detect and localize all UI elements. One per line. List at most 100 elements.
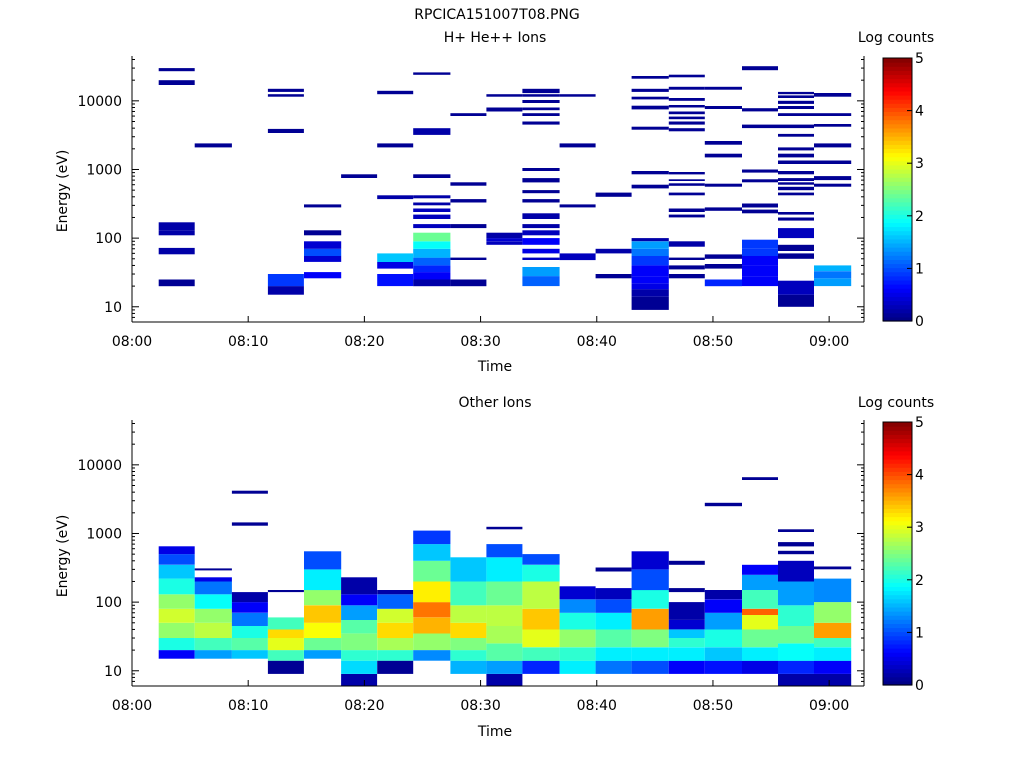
axes: 08:00 08:10 08:20 08:30 08:40 08:50 09:00 10 100… [77, 56, 865, 350]
heatmap-cell [595, 274, 632, 279]
colorbar-segment [883, 263, 912, 269]
heatmap-cell [778, 660, 814, 674]
heatmap-cell [631, 283, 669, 290]
heatmap-cell [158, 247, 195, 255]
colorbar-segment [883, 545, 912, 550]
colorbar-segment [883, 201, 912, 207]
heatmap-cell [742, 255, 778, 266]
colorbar-segment [883, 70, 912, 76]
colorbar-segment [883, 586, 912, 592]
heatmap-cell [631, 551, 669, 570]
colorbar: 0 1 2 3 4 5 [882, 415, 924, 694]
colorbar-segment [883, 247, 912, 252]
x-tick-label: 09:00 [809, 334, 849, 350]
colorbar-segment [883, 483, 912, 489]
colorbar-segment [883, 127, 912, 133]
heatmap-cell [814, 124, 852, 127]
heatmap-cell [522, 248, 560, 254]
colorbar-segment [883, 557, 912, 563]
x-tick-label: 08:20 [344, 334, 384, 350]
colorbar-segment [883, 168, 912, 174]
colorbar-segment [883, 123, 912, 129]
heatmap-cell [267, 274, 304, 287]
colorbar-tick-label: 1 [915, 261, 924, 277]
heatmap-cell [778, 182, 814, 185]
heatmap-cell [304, 204, 342, 208]
heatmap-cell [668, 172, 705, 175]
heatmap-cell [559, 629, 596, 648]
heatmap-cell [668, 241, 705, 247]
heatmap-cell [158, 222, 195, 231]
colorbar-segment [883, 569, 912, 575]
colorbar-segment [883, 66, 912, 71]
heatmap-cell [304, 248, 342, 256]
heatmap-cell [704, 207, 742, 211]
heatmap-cell [231, 650, 268, 659]
colorbar-tick-label: 0 [915, 314, 924, 330]
colorbar-segment [883, 308, 912, 314]
y-tick-label: 10 [104, 300, 122, 316]
colorbar-segment [883, 238, 912, 244]
colorbar-segment [883, 205, 912, 211]
panel-other-ions: Other Ions Log counts Energy (eV) Time 0… [55, 395, 934, 740]
heatmap-cell [778, 147, 814, 151]
colorbar-frame [882, 57, 913, 322]
heatmap-cell [668, 274, 705, 279]
heatmap-cell [194, 594, 232, 609]
colorbar-segment [883, 131, 912, 137]
heatmap-cell [304, 551, 342, 570]
colorbar-segment [883, 284, 912, 289]
heatmap-cell [704, 86, 742, 90]
colorbar-tick-label: 5 [915, 415, 924, 431]
heatmap-cell [778, 100, 814, 104]
colorbar-label: Log counts [858, 395, 934, 411]
heatmap-cell [341, 673, 378, 686]
colorbar-segment [883, 430, 912, 435]
heatmap-cell [522, 257, 560, 260]
x-tick-label: 08:10 [228, 698, 268, 714]
x-tick-label: 08:00 [112, 334, 152, 350]
heatmap-cell [631, 238, 669, 242]
heatmap-cell [778, 529, 814, 532]
colorbar-segment [883, 234, 912, 240]
heatmap-cell [704, 106, 742, 109]
heatmap-cell [814, 673, 852, 686]
heatmap-cell [631, 126, 669, 130]
heatmap-cell [742, 108, 778, 112]
colorbar-segment [883, 210, 912, 215]
x-tick-label: 09:00 [809, 698, 849, 714]
colorbar-tick-label: 3 [915, 520, 924, 536]
heatmap-cell [304, 638, 342, 651]
heatmap-cell [778, 625, 814, 644]
colorbar-segment [883, 103, 912, 108]
panel-title: H+ He++ Ions [444, 30, 547, 46]
heatmap-cell [778, 160, 814, 164]
heatmap-cell [742, 209, 778, 214]
heatmap-cell [450, 224, 487, 229]
x-tick-label: 08:00 [112, 698, 152, 714]
heatmap-cell [778, 244, 814, 251]
heatmap-cell [413, 202, 451, 206]
heatmap-cell [814, 638, 852, 648]
heatmap-cell [778, 605, 814, 626]
heatmap-cell [377, 274, 414, 287]
heatmap-cell [267, 617, 304, 630]
heatmap-cell [486, 232, 523, 239]
colorbar-segment [883, 479, 912, 485]
figure-title: RPCICA151007T08.PNG [414, 7, 579, 23]
heatmap-cell [778, 178, 814, 181]
heatmap-cell [486, 107, 523, 112]
heatmap-cell [522, 238, 560, 245]
colorbar-segment [883, 672, 912, 678]
colorbar-segment [883, 226, 912, 232]
colorbar-segment [883, 508, 912, 514]
heatmap-cell [413, 224, 451, 229]
heatmap-cell [522, 113, 560, 116]
x-tick-label: 08:30 [460, 334, 500, 350]
colorbar-segment [883, 458, 912, 464]
colorbar-segment [883, 197, 912, 203]
heatmap-cell [814, 578, 852, 603]
colorbar-segment [883, 668, 912, 674]
colorbar-segment [883, 119, 912, 125]
heatmap-cell [413, 208, 451, 212]
